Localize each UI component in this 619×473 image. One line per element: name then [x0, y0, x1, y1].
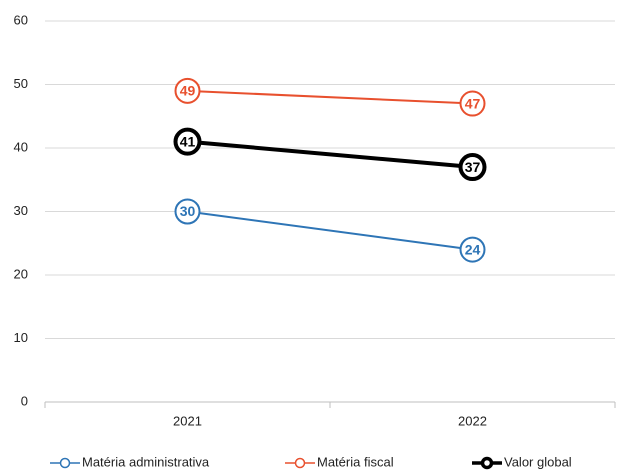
y-tick-label: 0: [21, 393, 28, 408]
legend-label: Valor global: [504, 454, 572, 469]
legend-label: Matéria administrativa: [82, 454, 210, 469]
legend-marker: [59, 457, 71, 469]
data-label: 49: [180, 83, 196, 99]
data-label: 47: [465, 95, 481, 111]
y-tick-label: 50: [14, 76, 28, 91]
data-label: 30: [180, 203, 196, 219]
legend-marker: [480, 456, 494, 470]
legend-marker: [294, 457, 306, 469]
series-line: [187, 210, 473, 251]
marker: [174, 77, 201, 104]
y-tick-label: 40: [14, 139, 28, 154]
marker: [173, 127, 202, 156]
y-tick-label: 10: [14, 330, 28, 345]
x-tick-label: 2022: [458, 413, 487, 428]
legend-label: Matéria fiscal: [317, 454, 394, 469]
x-tick-label: 2021: [173, 413, 202, 428]
y-tick-label: 20: [14, 266, 28, 281]
series-line: [187, 139, 473, 170]
y-tick-label: 30: [14, 203, 28, 218]
marker: [459, 90, 486, 117]
marker: [459, 236, 486, 263]
marker: [458, 153, 487, 182]
data-label: 37: [465, 159, 481, 175]
marker: [174, 198, 201, 225]
series-line: [187, 89, 473, 105]
y-tick-label: 60: [14, 12, 28, 27]
data-label: 41: [180, 133, 196, 149]
data-label: 24: [465, 241, 481, 257]
